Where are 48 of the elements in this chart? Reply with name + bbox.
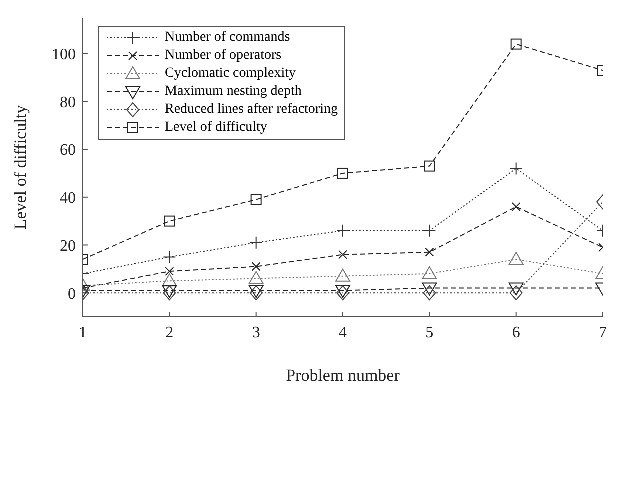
legend-label: Level of difficulty	[165, 120, 268, 136]
point	[338, 250, 348, 260]
point	[510, 38, 522, 50]
point	[164, 216, 176, 227]
y-tick-label: 40	[60, 190, 76, 208]
point	[162, 285, 178, 298]
legend-label: Number of operators	[165, 48, 282, 64]
point	[248, 271, 264, 284]
y-tick-label: 0	[68, 286, 76, 303]
legend-label: Cyclomatic complexity	[165, 66, 296, 82]
x-tick-label: 4	[339, 324, 347, 342]
y-tick-label: 20	[60, 238, 76, 255]
y-tick-label: 60	[60, 142, 76, 160]
point	[252, 262, 261, 272]
x-tick-label: 7	[599, 324, 607, 342]
point	[422, 266, 438, 280]
point	[163, 250, 176, 264]
point	[422, 282, 438, 296]
x-axis-title: Problem number	[286, 366, 400, 386]
point	[423, 286, 436, 301]
y-tick-label: 100	[52, 46, 76, 64]
point	[425, 248, 434, 257]
x-tick-label: 5	[426, 324, 434, 342]
point	[336, 285, 350, 298]
point	[162, 274, 178, 287]
point	[336, 268, 350, 282]
point	[510, 286, 523, 301]
point	[508, 282, 524, 296]
point	[423, 224, 436, 238]
x-tick-label: 3	[252, 324, 260, 342]
point	[510, 162, 523, 176]
point	[165, 267, 174, 276]
legend-label: Number of commands	[165, 30, 290, 46]
point	[338, 168, 348, 179]
x-tick-label: 2	[166, 324, 174, 342]
legend-label: Maximum nesting depth	[165, 84, 302, 100]
point	[512, 202, 521, 212]
x-tick-label: 6	[512, 324, 520, 342]
point	[336, 224, 350, 238]
legend-label: Reduced lines after refactoring	[165, 102, 338, 118]
point	[248, 285, 264, 298]
point	[508, 252, 524, 266]
x-tick-label: 1	[79, 324, 87, 342]
y-tick-label: 80	[60, 94, 76, 112]
point	[424, 160, 436, 172]
point	[250, 236, 263, 250]
y-axis-title: Level of difficulty	[11, 104, 30, 230]
point	[250, 194, 262, 206]
